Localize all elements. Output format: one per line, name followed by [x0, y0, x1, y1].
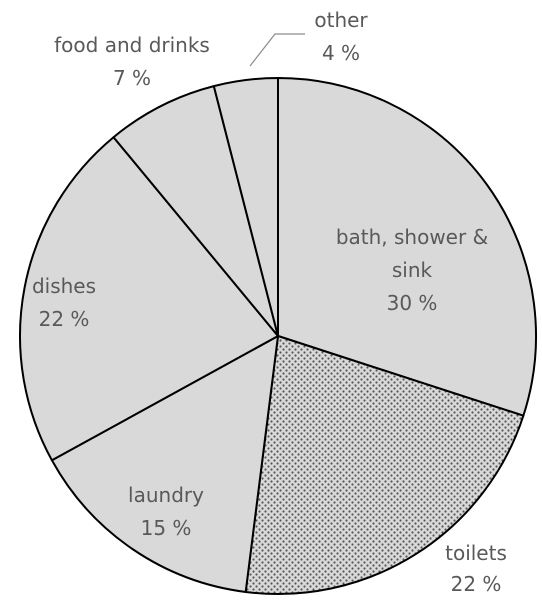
slice-food-and-drinks — [112, 85, 279, 337]
value-other: 4 % — [322, 41, 360, 65]
label-other: other 4 % — [314, 8, 368, 65]
label-line-toilets: toilets — [445, 541, 507, 565]
label-food-and-drinks: food and drinks 7 % — [54, 33, 210, 90]
label-laundry: laundry 15 % — [128, 483, 204, 540]
value-food-and-drinks: 7 % — [113, 66, 151, 90]
label-line-other: other — [314, 8, 368, 32]
label-line-bath-shower-and-sink: bath, shower & — [336, 225, 488, 249]
value-bath-shower-and-sink: 30 % — [387, 291, 438, 315]
slice-other — [212, 77, 279, 337]
value-laundry: 15 % — [141, 516, 192, 540]
label-line-bath-shower-and-sink: sink — [392, 258, 433, 282]
label-dishes: dishes 22 % — [32, 274, 96, 331]
slice-dishes — [19, 136, 279, 462]
pie-slices — [19, 77, 537, 595]
value-dishes: 22 % — [39, 307, 90, 331]
slice-laundry — [50, 335, 279, 593]
label-bath-shower-and-sink: bath, shower & sink 30 % — [336, 225, 488, 315]
slice-toilets — [244, 335, 525, 595]
label-line-food-and-drinks: food and drinks — [54, 33, 210, 57]
label-line-dishes: dishes — [32, 274, 96, 298]
label-toilets: toilets 22 % — [445, 541, 507, 596]
leader-lines — [249, 33, 305, 67]
leader-other — [249, 33, 305, 67]
slice-labels: bath, shower & sink 30 % toilets 22 % laundry… — [32, 8, 507, 596]
slice-bath-shower-and-sink — [277, 77, 537, 417]
value-toilets: 22 % — [451, 572, 502, 596]
label-line-laundry: laundry — [128, 483, 204, 507]
